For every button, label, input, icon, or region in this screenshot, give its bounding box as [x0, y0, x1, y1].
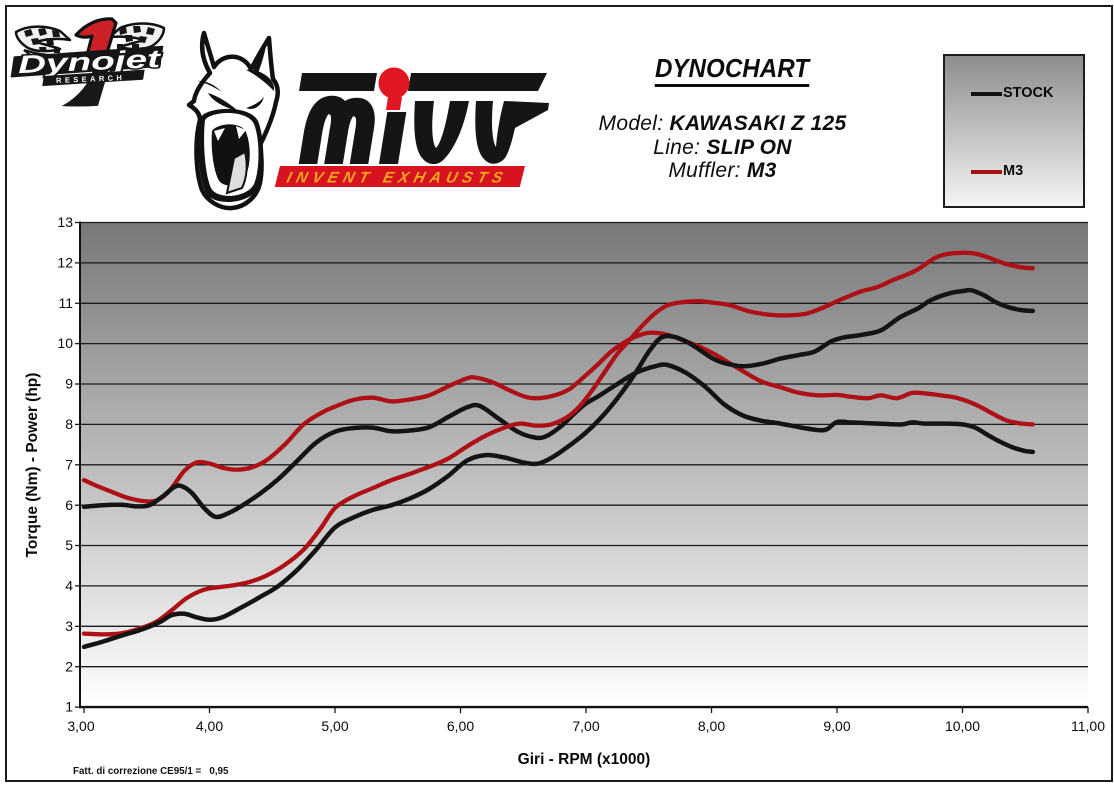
svg-text:5,00: 5,00	[321, 718, 348, 734]
svg-text:6,00: 6,00	[447, 718, 474, 734]
svg-text:5: 5	[65, 537, 73, 553]
svg-text:INVENT EXHAUSTS: INVENT EXHAUSTS	[285, 170, 510, 187]
svg-text:7,00: 7,00	[572, 718, 599, 734]
svg-text:4,00: 4,00	[196, 718, 223, 734]
svg-text:2: 2	[65, 658, 73, 674]
svg-text:8: 8	[65, 416, 73, 432]
svg-text:7: 7	[65, 456, 73, 472]
svg-text:10,00: 10,00	[945, 718, 980, 734]
svg-text:9,00: 9,00	[823, 718, 850, 734]
svg-text:1: 1	[65, 699, 73, 715]
svg-text:RESEARCH: RESEARCH	[56, 73, 126, 85]
svg-text:3,00: 3,00	[67, 718, 94, 734]
svg-text:10: 10	[57, 335, 73, 351]
svg-text:12: 12	[57, 255, 73, 271]
svg-text:11,00: 11,00	[1071, 718, 1105, 734]
svg-text:3: 3	[65, 618, 73, 634]
svg-text:11: 11	[58, 295, 73, 311]
svg-text:9: 9	[65, 376, 73, 392]
svg-text:8,00: 8,00	[698, 718, 725, 734]
svg-text:4: 4	[65, 578, 73, 594]
svg-text:13: 13	[57, 214, 73, 230]
svg-text:6: 6	[65, 497, 73, 513]
